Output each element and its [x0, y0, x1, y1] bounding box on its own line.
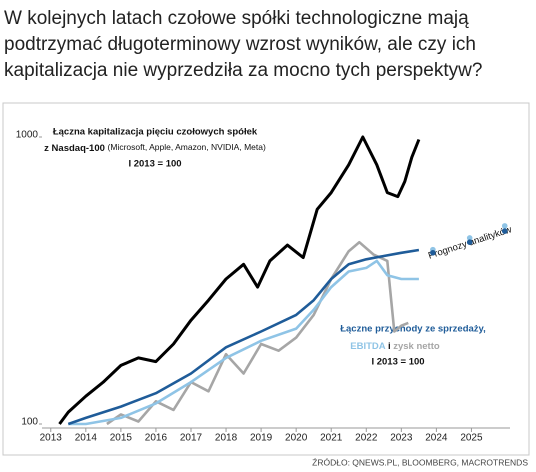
annotation: Łączna kapitalizacja pięciu czołowych sp…	[53, 127, 258, 138]
x-tick-label: 2022	[355, 433, 378, 444]
annotation: EBITDA	[350, 341, 386, 352]
x-tick-label: 2016	[145, 433, 168, 444]
x-tick-label: 2019	[250, 433, 273, 444]
y-tick-label: 1000	[16, 130, 39, 141]
chart-frame	[2, 102, 530, 456]
annotation: z Nasdaq-100 (Microsoft, Apple, Amazon, …	[44, 142, 266, 153]
annotation: (Microsoft, Apple, Amazon, NVIDIA, Meta)	[108, 142, 266, 152]
title-line: W kolejnych latach czołowe spółki techno…	[4, 8, 469, 29]
title-line: kapitalizacja nie wyprzedziła za mocno t…	[4, 60, 482, 81]
series-line	[68, 259, 419, 426]
annotation: I 2013 = 100	[128, 159, 181, 170]
title-line: podtrzymać długoterminowy wzrost wyników…	[4, 34, 476, 55]
x-tick-label: 2017	[180, 433, 203, 444]
forecast-dot	[466, 239, 473, 245]
series-line	[106, 240, 409, 426]
annotation: z Nasdaq-100	[44, 143, 105, 154]
forecast-dot	[466, 235, 473, 241]
source: ŹRÓDŁO: QNEWS.PL, BLOOMBERG, MACROTRENDS	[312, 457, 528, 467]
x-tick-label: 2024	[425, 433, 448, 444]
annotation: Łączne przychody ze sprzedaży,	[340, 324, 486, 335]
y-tick-label: 100	[21, 417, 38, 428]
series-line	[58, 135, 421, 425]
x-tick-label: 2014	[75, 433, 98, 444]
x-tick-label: 2021	[320, 433, 343, 444]
annotation: i	[388, 341, 391, 352]
x-tick-label: 2018	[215, 433, 238, 444]
x-tick-label: 2023	[390, 433, 413, 444]
forecast-dot	[501, 228, 508, 234]
x-tick-label: 2015	[110, 433, 133, 444]
series-line	[67, 248, 420, 426]
x-tick-label: 2013	[40, 433, 63, 444]
annotation: zysk netto	[393, 341, 440, 352]
x-tick-label: 2025	[460, 433, 483, 444]
annotation: I 2013 = 100	[371, 357, 424, 368]
forecast-dot	[501, 223, 508, 229]
forecast-dot	[430, 249, 436, 256]
x-tick-label: 2020	[285, 433, 308, 444]
annotation: EBITDA i zysk netto	[350, 341, 440, 352]
